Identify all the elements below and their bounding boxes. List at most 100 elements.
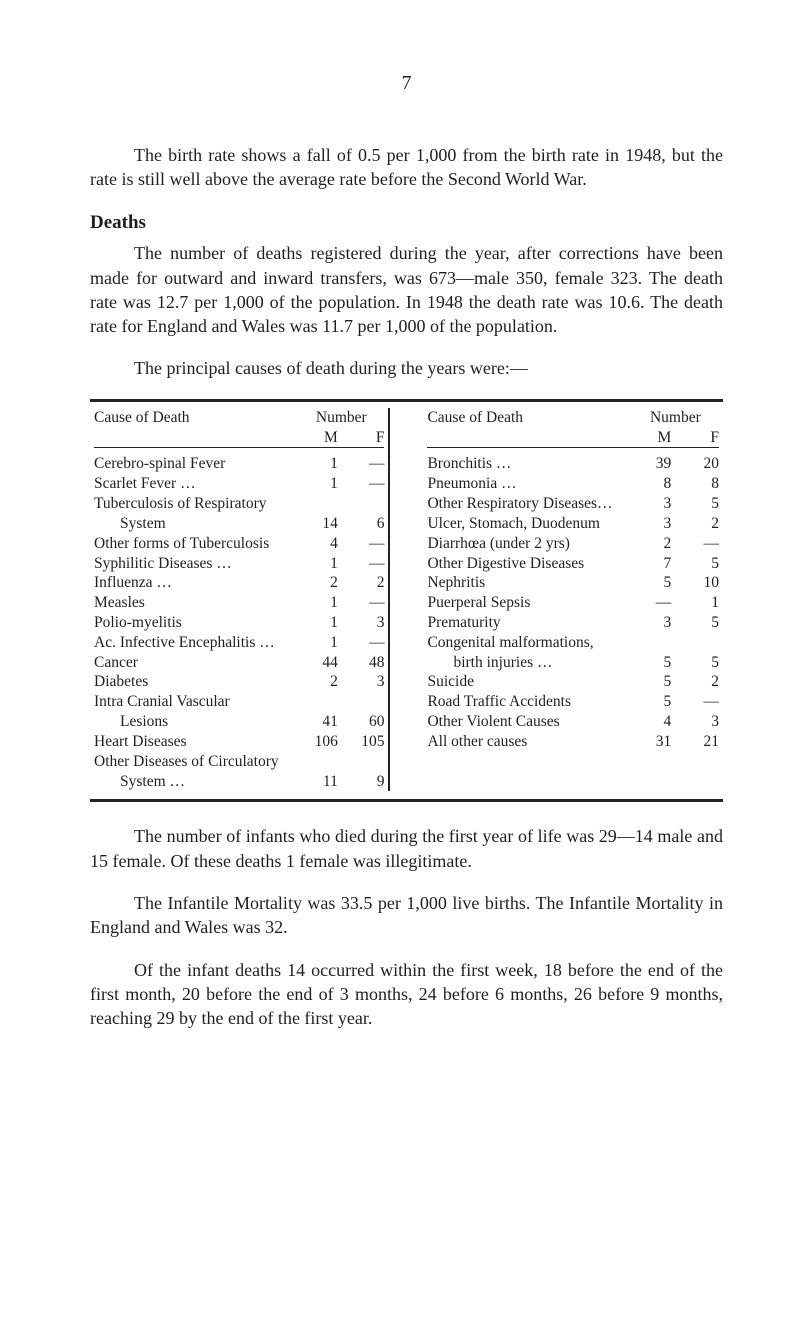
heading-deaths: Deaths xyxy=(90,210,723,236)
table-row: Other forms of Tuberculosis4—Diarrhœa (u… xyxy=(90,534,723,554)
value-f-right: 5 xyxy=(675,494,723,514)
table-row: Ac. Infective Encephalitis …1— Congenital… xyxy=(90,633,723,653)
value-m-right: 3 xyxy=(628,613,676,633)
col-head-m-right: M xyxy=(628,428,676,448)
value-f-left: — xyxy=(342,454,390,474)
cause-label-right xyxy=(423,772,627,792)
cause-label-left: Intra Cranial Vascular xyxy=(90,692,294,712)
col-head-number-right: Number xyxy=(628,408,723,428)
value-m-right: 5 xyxy=(628,672,676,692)
causes-of-death-table: Cause of Death Number Cause of Death Num… xyxy=(90,399,723,803)
table-row: Tuberculosis of Respiratory Other Respira… xyxy=(90,494,723,514)
cause-label-right: Congenital malformations, xyxy=(423,633,627,653)
value-f-left: 105 xyxy=(342,732,390,752)
value-m-left: 1 xyxy=(294,613,342,633)
value-m-left: 41 xyxy=(294,712,342,732)
value-m-left: 11 xyxy=(294,772,342,792)
cause-label-right: Bronchitis … xyxy=(423,454,627,474)
value-m-right xyxy=(628,633,676,653)
column-divider xyxy=(389,514,423,534)
value-f-right: 5 xyxy=(675,613,723,633)
paragraph-infant-deaths-timeline: Of the infant deaths 14 occurred within … xyxy=(90,958,723,1031)
cause-label-right: Nephritis xyxy=(423,573,627,593)
column-divider xyxy=(389,712,423,732)
cause-label-left: Measles xyxy=(90,593,294,613)
value-m-right: 39 xyxy=(628,454,676,474)
value-f-right: 5 xyxy=(675,554,723,574)
value-f-right xyxy=(675,633,723,653)
cause-label-left: System … xyxy=(90,772,294,792)
value-f-left: 60 xyxy=(342,712,390,732)
table-row: Polio-myelitis13Prematurity35 xyxy=(90,613,723,633)
table-row: Intra Cranial VascularRoad Traffic Accid… xyxy=(90,692,723,712)
value-m-right: 3 xyxy=(628,514,676,534)
cause-label-left: Scarlet Fever … xyxy=(90,474,294,494)
paragraph-birth-rate: The birth rate shows a fall of 0.5 per 1… xyxy=(90,143,723,192)
value-f-left: — xyxy=(342,554,390,574)
column-divider xyxy=(389,613,423,633)
value-f-right: 2 xyxy=(675,672,723,692)
cause-label-left: System xyxy=(90,514,294,534)
value-m-left xyxy=(294,752,342,772)
table-row: Syphilitic Diseases …1—Other Digestive D… xyxy=(90,554,723,574)
cause-label-left: Influenza … xyxy=(90,573,294,593)
value-m-right xyxy=(628,772,676,792)
cause-label-right: Other Digestive Diseases xyxy=(423,554,627,574)
value-f-right: 2 xyxy=(675,514,723,534)
cause-label-left: Other Diseases of Circulatory xyxy=(90,752,294,772)
value-m-right: — xyxy=(628,593,676,613)
value-f-left: — xyxy=(342,633,390,653)
value-f-left: — xyxy=(342,474,390,494)
value-m-right: 7 xyxy=(628,554,676,574)
column-divider xyxy=(389,752,423,772)
col-head-f-left: F xyxy=(342,428,390,448)
value-f-right: 20 xyxy=(675,454,723,474)
value-m-left: 1 xyxy=(294,474,342,494)
value-f-left xyxy=(342,494,390,514)
page-number: 7 xyxy=(90,70,723,97)
value-m-right: 31 xyxy=(628,732,676,752)
value-m-left: 1 xyxy=(294,554,342,574)
cause-label-left: Cerebro-spinal Fever xyxy=(90,454,294,474)
value-f-right xyxy=(675,752,723,772)
value-f-right xyxy=(675,772,723,792)
cause-label-right: Other Respiratory Diseases… xyxy=(423,494,627,514)
column-divider xyxy=(389,573,423,593)
table-row: Influenza …22Nephritis510 xyxy=(90,573,723,593)
col-head-m-left: M xyxy=(294,428,342,448)
table-row: Lesions4160Other Violent Causes43 xyxy=(90,712,723,732)
col-head-cause-right: Cause of Death xyxy=(423,408,627,428)
value-f-left: 2 xyxy=(342,573,390,593)
value-m-left: 14 xyxy=(294,514,342,534)
paragraph-infantile-mortality: The Infantile Mortality was 33.5 per 1,0… xyxy=(90,891,723,940)
cause-label-right: Diarrhœa (under 2 yrs) xyxy=(423,534,627,554)
col-head-cause-left: Cause of Death xyxy=(90,408,294,428)
value-m-right: 5 xyxy=(628,653,676,673)
value-f-right: 5 xyxy=(675,653,723,673)
table-row: Scarlet Fever …1—Pneumonia …88 xyxy=(90,474,723,494)
value-m-right: 3 xyxy=(628,494,676,514)
value-m-right xyxy=(628,752,676,772)
column-divider xyxy=(389,653,423,673)
value-f-left: 3 xyxy=(342,613,390,633)
value-f-right: 8 xyxy=(675,474,723,494)
value-f-left: 6 xyxy=(342,514,390,534)
value-f-right: 21 xyxy=(675,732,723,752)
value-f-left: 3 xyxy=(342,672,390,692)
table-header-mf-row: M F M F xyxy=(90,428,723,448)
column-divider xyxy=(389,554,423,574)
cause-label-left: Cancer xyxy=(90,653,294,673)
table-row: Cerebro-spinal Fever1—Bronchitis …3920 xyxy=(90,454,723,474)
cause-label-left: Tuberculosis of Respiratory xyxy=(90,494,294,514)
value-f-right: — xyxy=(675,534,723,554)
cause-label-right: birth injuries … xyxy=(423,653,627,673)
value-m-left: 1 xyxy=(294,633,342,653)
value-m-right: 5 xyxy=(628,692,676,712)
cause-label-left: Ac. Infective Encephalitis … xyxy=(90,633,294,653)
cause-label-right: Prematurity xyxy=(423,613,627,633)
table-row: System …119 xyxy=(90,772,723,792)
cause-label-right: Other Violent Causes xyxy=(423,712,627,732)
cause-label-left: Heart Diseases xyxy=(90,732,294,752)
cause-label-right: Pneumonia … xyxy=(423,474,627,494)
cause-label-right: Suicide xyxy=(423,672,627,692)
